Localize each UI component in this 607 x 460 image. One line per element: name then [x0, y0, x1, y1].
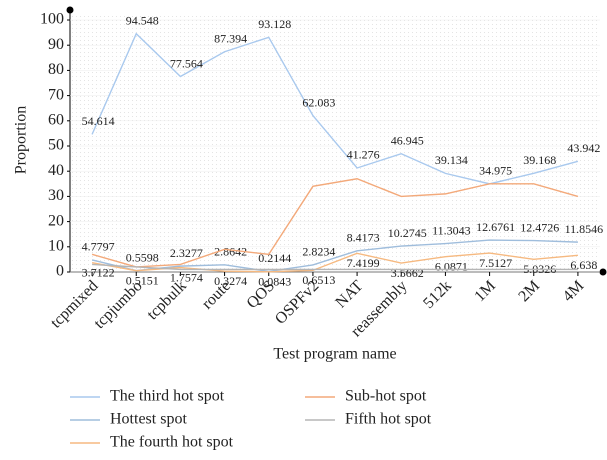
- data-label: 7.4199: [347, 256, 380, 270]
- legend-label: The third hot spot: [110, 388, 225, 405]
- data-label: 2.3277: [170, 246, 203, 260]
- y-tick-label: 30: [48, 187, 64, 204]
- legend-label: The fourth hot spot: [110, 434, 234, 451]
- series-line: [91, 32, 579, 185]
- legend-label: Fifth hot spot: [345, 411, 432, 428]
- data-label: 10.2745: [388, 226, 427, 240]
- data-label: 7.5127: [479, 256, 512, 270]
- y-tick-label: 100: [40, 11, 64, 28]
- data-label: 77.564: [170, 56, 203, 70]
- data-label: 12.6761: [476, 220, 515, 234]
- y-tick-label: 40: [48, 162, 64, 179]
- data-label: 12.4726: [520, 220, 559, 234]
- data-label: 3.7122: [82, 265, 115, 279]
- data-label: 39.168: [523, 153, 556, 167]
- data-label: 46.945: [391, 133, 424, 147]
- y-tick-label: 70: [48, 86, 64, 103]
- legend-label: Hottest spot: [110, 411, 187, 428]
- series-line: [91, 239, 578, 273]
- y-tick-label: 90: [48, 36, 64, 53]
- y-tick-label: 10: [48, 237, 64, 254]
- x-tick-label: 2M: [515, 277, 543, 305]
- y-tick-label: 60: [48, 111, 64, 128]
- data-label: 94.548: [126, 13, 159, 27]
- x-tick-label: 1M: [471, 277, 499, 305]
- data-label: 6.0871: [435, 259, 468, 273]
- y-tick-label: 50: [48, 137, 64, 154]
- data-label: 2.8234: [302, 245, 335, 259]
- data-label: 1.7574: [170, 270, 203, 284]
- data-label: 0.5598: [126, 250, 159, 264]
- x-tick-label: NAT: [332, 277, 366, 311]
- x-tick-label: 512k: [420, 277, 455, 312]
- data-label: 0.3274: [214, 274, 247, 288]
- data-label: 43.942: [567, 141, 600, 155]
- y-tick-label: 0: [56, 263, 64, 280]
- data-label: 0.0843: [258, 275, 291, 289]
- legend-label: Sub-hot spot: [345, 388, 427, 405]
- data-label: 8.4173: [347, 231, 380, 245]
- data-label: 93.128: [258, 17, 291, 31]
- x-axis-title: Test program name: [273, 346, 396, 363]
- data-label: 0.5151: [126, 273, 159, 287]
- y-axis-title: Proportion: [13, 106, 30, 174]
- data-label: 0.6513: [302, 273, 335, 287]
- data-label: 2.8642: [214, 245, 247, 259]
- data-label: 4.7797: [82, 240, 115, 254]
- data-label: 11.8546: [565, 222, 604, 236]
- axis-end: [66, 6, 74, 14]
- data-label: 62.083: [302, 95, 335, 109]
- data-label: 39.134: [435, 153, 468, 167]
- data-label: 11.3043: [432, 223, 471, 237]
- data-label: 41.276: [347, 148, 380, 162]
- y-tick-label: 20: [48, 212, 64, 229]
- data-label: 3.5662: [391, 266, 424, 280]
- plot-background: [70, 14, 600, 272]
- series-line: [91, 178, 579, 268]
- axis-end: [599, 268, 607, 276]
- data-label: 34.975: [479, 164, 512, 178]
- data-label: 6.638: [570, 258, 597, 272]
- series-line: [92, 263, 578, 271]
- x-tick-label: 4M: [560, 277, 588, 305]
- y-tick-label: 80: [48, 61, 64, 78]
- data-label: 54.614: [82, 114, 115, 128]
- series-line: [91, 252, 578, 273]
- data-label: 87.394: [214, 32, 247, 46]
